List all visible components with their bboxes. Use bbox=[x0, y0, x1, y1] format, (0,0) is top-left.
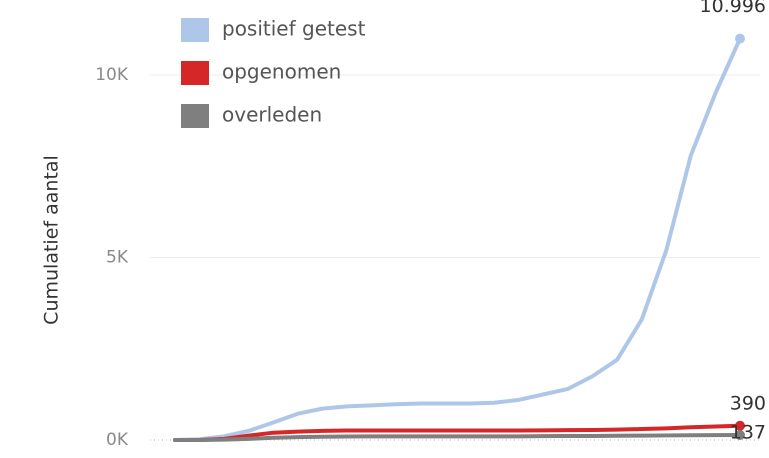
legend-label: positief getest bbox=[222, 17, 366, 41]
series-line bbox=[173, 36, 742, 442]
data-label: 10.996 bbox=[700, 0, 766, 17]
legend-swatch bbox=[181, 61, 209, 85]
legend-label: overleden bbox=[222, 103, 322, 127]
y-tick-label: 5K bbox=[106, 248, 129, 268]
end-point bbox=[735, 429, 745, 440]
legend-swatch bbox=[181, 18, 209, 42]
legend-label: opgenomen bbox=[222, 60, 341, 84]
data-label: 390 bbox=[730, 392, 766, 414]
data-label: 137 bbox=[730, 421, 766, 443]
end-point bbox=[735, 420, 745, 431]
series-line bbox=[173, 423, 742, 442]
legend-swatch bbox=[181, 104, 209, 128]
series-line bbox=[173, 433, 742, 442]
y-tick-label: 10K bbox=[95, 65, 129, 85]
y-tick-label: 0K bbox=[106, 430, 129, 450]
y-axis-label: Cumulatief aantal bbox=[41, 155, 63, 325]
end-point bbox=[735, 33, 745, 44]
